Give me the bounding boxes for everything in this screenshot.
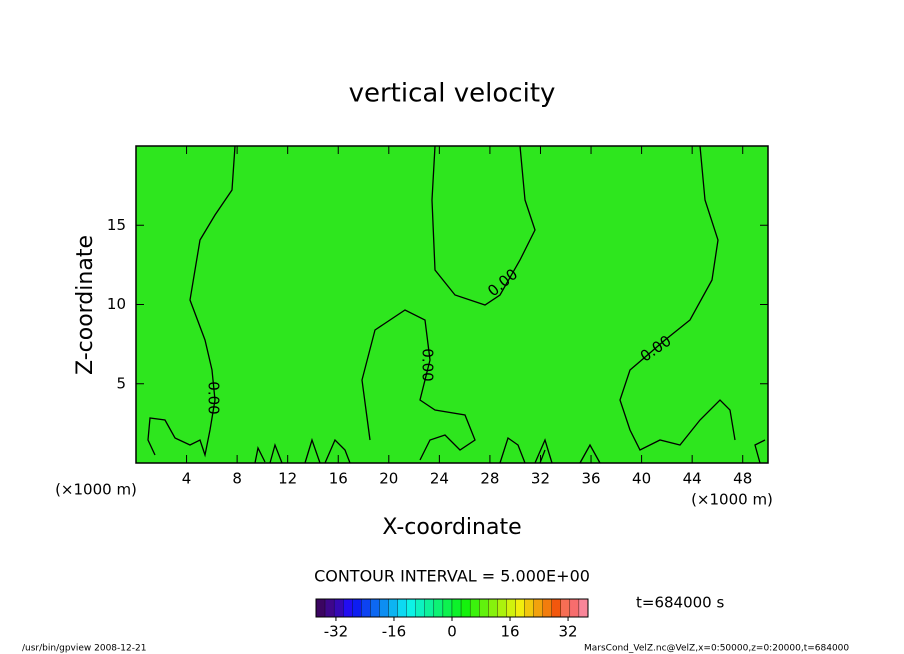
colorbar-cell (488, 598, 498, 618)
colorbar-cell (569, 598, 580, 618)
x-unit: (×1000 m) (691, 491, 773, 509)
colorbar-cell (497, 598, 507, 618)
colorbar-cell (424, 598, 435, 618)
colorbar-cell (451, 598, 462, 618)
colorbar-cell (397, 598, 407, 618)
colorbar-cell (388, 598, 398, 618)
contour-line (361, 309, 476, 461)
x-tick-label: 28 (480, 470, 499, 488)
x-tick-label: 4 (182, 470, 192, 488)
contour-line (431, 145, 536, 306)
colorbar-cell (379, 598, 389, 618)
plot-field (136, 146, 768, 463)
colorbar-cell (442, 598, 453, 618)
colorbar-cell (415, 598, 425, 618)
colorbar-cell (343, 598, 353, 618)
colorbar-cell (506, 598, 516, 618)
footer-left: /usr/bin/gpview 2008-12-21 (22, 644, 146, 654)
contour-line (619, 145, 736, 451)
colorbar-cell (460, 598, 471, 618)
colorbar-cell (315, 598, 326, 618)
x-tick-label: 8 (232, 470, 242, 488)
x-tick-label: 32 (531, 470, 550, 488)
colorbar-cell (578, 598, 589, 618)
time-label: t=684000 s (636, 594, 724, 612)
x-tick-label: 44 (683, 470, 702, 488)
colorbar-tick-label: 16 (500, 623, 519, 641)
colorbar-cell (352, 598, 362, 618)
colorbar-tick-label: 32 (559, 623, 578, 641)
footer-right: MarsCond_VelZ.nc@VelZ,x=0:50000,z=0:2000… (584, 644, 849, 654)
contours (147, 145, 766, 464)
contour-interval: CONTOUR INTERVAL = 5.000E+00 (314, 567, 590, 586)
contour-line (254, 436, 766, 464)
colorbar-cell (333, 598, 344, 618)
colorbar-cell (469, 598, 480, 618)
y-tick-label: 15 (107, 216, 126, 234)
colorbar-cell (361, 598, 371, 618)
x-unit: (×1000 m) (55, 481, 137, 499)
y-tick-label: 5 (116, 374, 126, 392)
colorbar-cell (370, 598, 380, 618)
x-tick-label: 20 (379, 470, 398, 488)
colorbar-cell (560, 598, 571, 618)
colorbar-tick-label: -16 (382, 623, 407, 641)
x-tick-label: 16 (329, 470, 348, 488)
colorbar-tick-label: -32 (324, 623, 349, 641)
y-axis-label: Z-coordinate (73, 235, 98, 375)
x-tick-label: 40 (632, 470, 651, 488)
chart-title: vertical velocity (349, 79, 556, 109)
x-tick-label: 36 (581, 470, 600, 488)
x-tick-label: 48 (733, 470, 752, 488)
colorbar-cell (524, 598, 534, 618)
y-tick-label: 10 (107, 295, 126, 313)
colorbar-cell (479, 598, 489, 618)
colorbar-cell (551, 598, 561, 618)
colorbar-cell (515, 598, 525, 618)
colorbar-cell (433, 598, 444, 618)
x-axis-label: X-coordinate (382, 515, 521, 540)
colorbar-cell (324, 598, 335, 618)
x-tick-label: 12 (278, 470, 297, 488)
colorbar-tick-label: 0 (447, 623, 457, 641)
x-tick-label: 24 (430, 470, 449, 488)
contour-label: 0.00 (205, 381, 223, 414)
colorbar-cell (533, 598, 543, 618)
contour-label: 0.00 (419, 348, 437, 381)
colorbar-cell (406, 598, 416, 618)
colorbar-cell (542, 598, 552, 618)
contour-line (147, 145, 236, 458)
